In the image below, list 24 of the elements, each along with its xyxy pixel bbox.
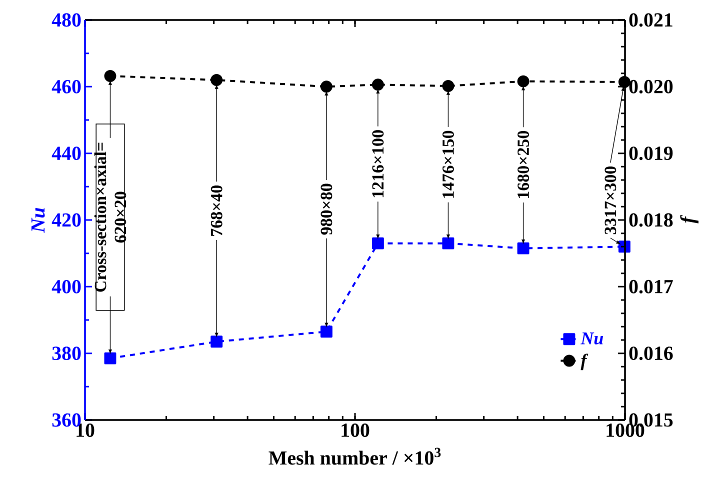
y2-tick-label: 0.017 <box>629 280 673 294</box>
y-axis-title: Nu <box>31 208 45 233</box>
y2-axis-title: f <box>680 215 698 224</box>
y2-tick-label: 0.018 <box>629 213 673 227</box>
y-tick-label: 380 <box>52 346 81 360</box>
y2-tick-label: 0.021 <box>629 13 672 27</box>
y-tick-label: 480 <box>52 13 81 27</box>
y2-tick-label: 0.016 <box>629 346 673 360</box>
annotation: 1216×100 <box>372 130 384 198</box>
x-tick-label: 100 <box>342 424 370 437</box>
legend-label: f <box>580 354 588 370</box>
y-tick-label: 400 <box>52 280 81 294</box>
y-tick-label: 420 <box>52 213 81 227</box>
annotation: 768×40 <box>210 185 222 236</box>
x-axis-title: Mesh number / ×10$^{3}$ <box>268 448 441 465</box>
y2-tick-label: 0.019 <box>629 146 673 160</box>
y2-tick-label: 0.020 <box>629 80 673 94</box>
legend-label: Nu <box>580 332 604 344</box>
y-tick-label: 460 <box>52 80 81 94</box>
annotation: 980×80 <box>320 184 332 235</box>
annotation: 1476×150 <box>442 130 454 198</box>
annotation: 1680×250 <box>518 131 529 198</box>
y-tick-label: 440 <box>52 146 81 160</box>
annotation: 3317×300 <box>604 166 616 234</box>
